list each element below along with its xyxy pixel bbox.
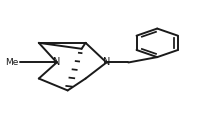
Text: N: N	[53, 57, 60, 67]
Text: N: N	[103, 57, 110, 67]
Text: Me: Me	[6, 58, 19, 67]
